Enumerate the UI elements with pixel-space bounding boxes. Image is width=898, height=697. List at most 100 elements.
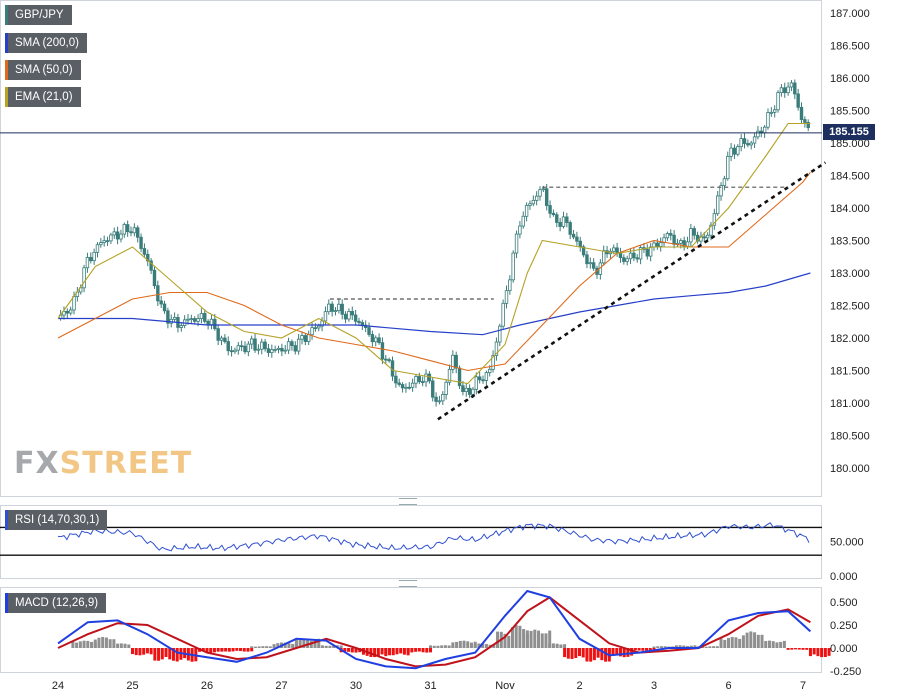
macd-histogram-bar — [149, 648, 153, 655]
date-axis-label: 6 — [725, 680, 731, 692]
macd-histogram-bar — [525, 633, 529, 648]
macd-histogram-bar — [559, 644, 563, 648]
candle-body — [612, 247, 616, 252]
candle-body — [172, 317, 177, 320]
legend-ema21-label: EMA (21,0) — [15, 91, 73, 103]
macd-histogram-bar — [738, 638, 742, 648]
macd-histogram-bar — [745, 632, 749, 648]
macd-histogram-bar — [712, 646, 716, 648]
candle-body — [555, 214, 559, 223]
candle-body — [548, 205, 552, 214]
fxstreet-logo: FXSTREET — [14, 446, 193, 481]
candle-body — [705, 234, 710, 239]
price-tick-label: 181.500 — [830, 366, 870, 378]
macd-histogram-bar — [350, 648, 354, 653]
candle-body — [742, 138, 747, 144]
macd-histogram-bar — [563, 648, 567, 658]
macd-histogram-bar — [574, 648, 578, 659]
legend-sma50[interactable]: SMA (50,0) — [5, 60, 81, 80]
macd-histogram-bar — [630, 648, 634, 656]
candle-body — [615, 247, 619, 254]
macd-histogram-bar — [794, 648, 798, 650]
candle-body — [682, 240, 686, 247]
candle-body — [441, 394, 445, 402]
candle-body — [263, 341, 267, 350]
candle-body — [447, 368, 452, 383]
candle-body — [602, 250, 606, 264]
candle-body — [62, 310, 66, 316]
macd-histogram-bar — [134, 648, 138, 656]
candle-body — [293, 345, 297, 352]
candle-body — [246, 343, 251, 353]
candle-body — [528, 203, 532, 206]
candle-body — [410, 382, 415, 388]
candle-body — [125, 224, 130, 233]
candle-body — [256, 348, 261, 351]
legend-rsi[interactable]: RSI (14,70,30,1) — [5, 510, 108, 530]
candle-body — [588, 262, 593, 265]
candle-body — [632, 252, 636, 259]
macd-histogram-bar — [481, 643, 485, 648]
candle-body — [531, 199, 536, 205]
macd-histogram-bar — [715, 646, 719, 648]
candle-body — [806, 122, 810, 129]
macd-histogram-bar — [175, 648, 179, 662]
candle-body — [95, 244, 100, 253]
candle-body — [397, 382, 401, 385]
macd-histogram-bar — [749, 631, 753, 648]
macd-histogram-bar — [250, 648, 254, 652]
candle-body — [112, 231, 116, 236]
macd-histogram-bar — [563, 644, 567, 648]
candle-body — [732, 147, 737, 155]
legend-symbol[interactable]: GBP/JPY — [5, 5, 72, 25]
candle-body — [99, 242, 103, 246]
candle-body — [353, 314, 358, 322]
macd-histogram-bar — [417, 648, 421, 652]
candle-body — [652, 242, 656, 248]
candle-body — [625, 258, 629, 262]
macd-histogram-bar — [354, 648, 358, 653]
macd-histogram-bar — [324, 645, 328, 648]
macd-histogram-bar — [652, 648, 656, 651]
candle-body — [266, 348, 271, 353]
macd-histogram-bar — [678, 645, 682, 648]
candle-body — [638, 247, 643, 260]
candle-body — [407, 386, 411, 389]
macd-histogram-bar — [555, 643, 559, 648]
candle-body — [102, 240, 106, 243]
macd-histogram-bar — [626, 648, 630, 657]
legend-macd[interactable]: MACD (12,26,9) — [5, 593, 107, 613]
candle-body — [152, 269, 157, 287]
candle-body — [330, 303, 334, 312]
macd-histogram-bar — [78, 641, 82, 648]
legend-sma200[interactable]: SMA (200,0) — [5, 33, 87, 53]
candle-body — [491, 355, 495, 370]
legend-ema21[interactable]: EMA (21,0) — [5, 87, 81, 107]
candle-body — [306, 334, 311, 342]
candle-body — [457, 367, 462, 387]
candle-body — [461, 385, 465, 392]
macd-histogram-bar — [246, 648, 250, 652]
candle-body — [156, 285, 160, 302]
macd-histogram-bar — [753, 632, 757, 648]
macd-histogram-bar — [253, 646, 257, 648]
candle-body — [783, 87, 787, 94]
candle-body — [203, 313, 207, 322]
candle-body — [323, 311, 328, 322]
panel-resize-handle-rsi[interactable] — [399, 498, 417, 505]
candle-body — [498, 325, 502, 343]
macd-histogram-bar — [171, 648, 175, 661]
candle-body — [591, 262, 596, 269]
candle-body — [508, 279, 512, 292]
macd-histogram-bar — [760, 634, 764, 648]
candle-body — [209, 318, 214, 326]
candle-body — [303, 335, 308, 342]
panel-resize-handle-macd[interactable] — [399, 580, 417, 587]
candle-body — [343, 313, 348, 320]
macd-histogram-bar — [391, 648, 395, 656]
candle-body — [317, 325, 321, 329]
candle-body — [749, 142, 753, 146]
macd-histogram-bar — [376, 648, 380, 657]
candle-body — [387, 359, 391, 362]
candle-body — [404, 386, 408, 389]
